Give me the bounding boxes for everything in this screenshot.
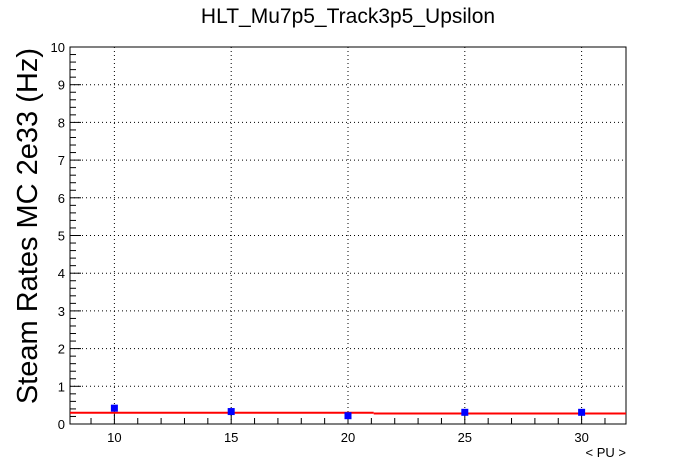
data-point bbox=[227, 408, 235, 416]
y-tick-label: 8 bbox=[58, 115, 65, 130]
y-tick-label: 9 bbox=[58, 78, 65, 93]
y-tick-label: 4 bbox=[58, 266, 65, 281]
data-point bbox=[344, 412, 352, 420]
y-axis: 0 1 2 3 4 5 6 7 8 9 10 bbox=[51, 40, 81, 432]
y-tick-label: 6 bbox=[58, 191, 65, 206]
y-tick-label: 5 bbox=[58, 229, 65, 244]
series-points bbox=[110, 404, 586, 420]
data-point bbox=[578, 408, 586, 416]
x-tick-label: 30 bbox=[574, 430, 588, 445]
x-tick-label: 20 bbox=[341, 430, 355, 445]
x-tick-label: 15 bbox=[224, 430, 238, 445]
grid bbox=[70, 47, 626, 424]
y-axis-label: Steam Rates MC 2e33 (Hz) bbox=[12, 48, 44, 404]
y-tick-label: 3 bbox=[58, 304, 65, 319]
y-tick-label: 2 bbox=[58, 342, 65, 357]
y-tick-label: 7 bbox=[58, 153, 65, 168]
chart-title: HLT_Mu7p5_Track3p5_Upsilon bbox=[201, 5, 495, 28]
x-tick-label: 25 bbox=[458, 430, 472, 445]
x-axis-label: < PU > bbox=[586, 445, 626, 460]
y-tick-label: 1 bbox=[58, 379, 65, 394]
x-tick-label: 10 bbox=[107, 430, 121, 445]
y-tick-label: 0 bbox=[58, 417, 65, 432]
data-point bbox=[461, 408, 469, 416]
y-tick-label: 10 bbox=[51, 40, 65, 55]
data-point bbox=[110, 404, 118, 412]
